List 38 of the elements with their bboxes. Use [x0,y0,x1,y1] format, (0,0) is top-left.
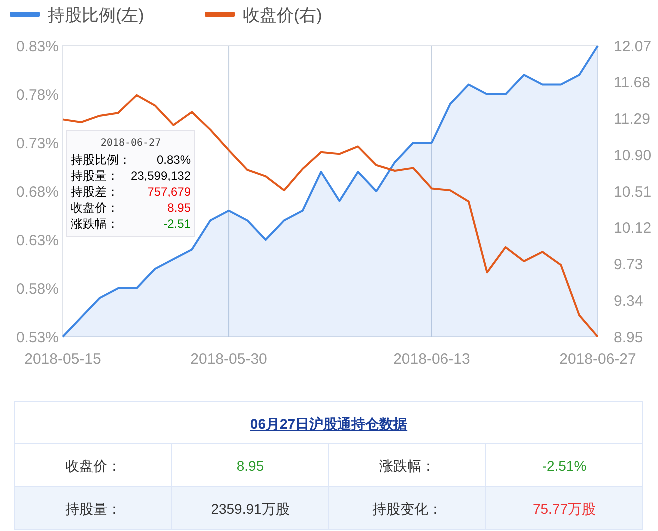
y2-tick-label: 9.34 [614,292,644,310]
text: 8.95 [236,458,264,474]
legend-label: 收盘价(右) [243,6,322,25]
x-tick-label: 2018-06-13 [394,351,470,368]
y2-tick-label: 11.68 [614,74,650,92]
y2-tick-label: 12.07 [614,38,652,56]
y-tick-label: 0.73% [16,135,59,152]
text: 2359.91万股 [211,501,290,517]
text: 涨跌幅： [380,458,436,474]
text: 持股比例： 0.83% [71,153,191,167]
y2-tick-label: 11.29 [614,111,650,128]
text: 收盘价： [66,458,122,474]
y-tick-label: 0.58% [16,280,59,298]
text: 持股量： [66,501,122,517]
y2-tick-label: 10.12 [614,220,652,238]
annotation: 持股量： 23,599,132 [71,169,192,183]
y2-tick-label: 8.95 [614,329,644,346]
annotation: 2018-06-27 [100,138,162,149]
text: 06月27日沪股通持仓数据 [250,416,408,432]
line-series [62,94,599,338]
x-tick-label: 2018-06-27 [560,351,636,368]
text: 收盘价： 8.95 [71,201,191,215]
y2-tick-label: 10.51 [614,184,652,201]
text: -2.51% [542,458,587,474]
y-tick-label: 0.83% [16,38,59,56]
y-tick-label: 0.53% [16,329,59,346]
y2-tick-label: 10.90 [614,147,652,164]
y2-tick-label: 9.73 [614,256,644,274]
text: 持股变化： [372,501,442,517]
x-tick-label: 2018-05-15 [24,351,102,368]
text: 75.77万股 [532,501,596,517]
text: 涨跌幅： -2.51 [71,217,191,231]
text: 持股差： 757,679 [71,185,191,199]
y-tick-label: 0.78% [16,86,59,104]
y-tick-label: 0.68% [16,184,59,201]
legend-label: 持股比例(左) [48,6,144,25]
x-tick-label: 2018-05-30 [190,351,268,368]
y-tick-label: 0.63% [16,232,59,250]
